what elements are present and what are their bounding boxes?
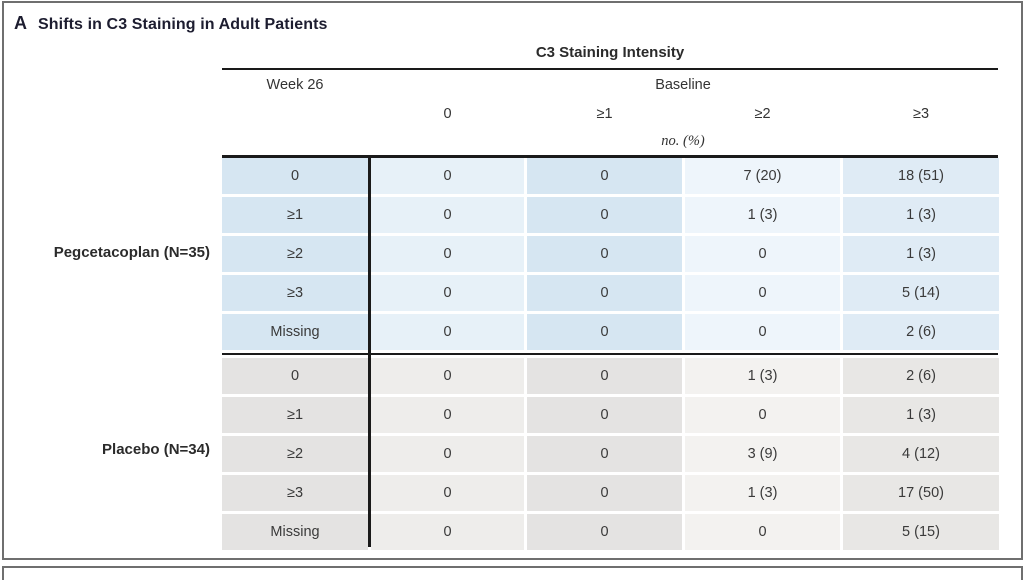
data-cell: 0 <box>527 274 682 311</box>
row-label-cell: ≥3 <box>222 474 368 511</box>
data-cell: 0 <box>371 357 524 394</box>
data-cell: 18 (51) <box>843 157 999 194</box>
table-row: ≥1 0 0 1 (3) 1 (3) <box>222 196 999 233</box>
group-label-pegcetacoplan: Pegcetacoplan (N=35) <box>53 244 210 261</box>
vertical-divider-line <box>368 157 371 547</box>
panel-title: A Shifts in C3 Staining in Adult Patient… <box>14 13 328 34</box>
table-row: Missing 0 0 0 5 (15) <box>222 513 999 550</box>
table-title: C3 Staining Intensity <box>535 44 685 61</box>
row-label-cell: ≥2 <box>222 435 368 472</box>
table-row: Missing 0 0 0 2 (6) <box>222 313 999 350</box>
data-cell: 1 (3) <box>843 235 999 272</box>
data-cell: 0 <box>371 513 524 550</box>
data-cell: 0 <box>371 396 524 433</box>
data-cell: 0 <box>527 357 682 394</box>
data-cell: 4 (12) <box>843 435 999 472</box>
data-cell: 0 <box>527 396 682 433</box>
group-divider-rule <box>222 352 998 355</box>
data-cell: 1 (3) <box>685 196 840 233</box>
data-cell: 1 (3) <box>685 474 840 511</box>
data-cell: 2 (6) <box>843 357 999 394</box>
data-cell: 0 <box>371 196 524 233</box>
data-cell: 1 (3) <box>843 396 999 433</box>
unit-note: no. (%) <box>661 133 705 149</box>
header-rule-top <box>222 68 998 70</box>
row-label-cell: 0 <box>222 157 368 194</box>
data-cell: 0 <box>685 396 840 433</box>
data-cell: 0 <box>371 313 524 350</box>
data-cell: 0 <box>685 235 840 272</box>
data-cell: 0 <box>371 157 524 194</box>
data-cell: 0 <box>371 235 524 272</box>
table-row: ≥2 0 0 0 1 (3) <box>222 235 999 272</box>
data-cell: 0 <box>527 196 682 233</box>
header-row-columns: 0 ≥1 ≥2 ≥3 <box>222 99 998 128</box>
data-cell: 1 (3) <box>685 357 840 394</box>
panel-b-border-top <box>2 566 1023 580</box>
data-cell: 0 <box>527 157 682 194</box>
data-cell: 1 (3) <box>843 196 999 233</box>
data-cell: 7 (20) <box>685 157 840 194</box>
data-rule-top <box>222 155 998 158</box>
data-cell: 2 (6) <box>843 313 999 350</box>
data-cell: 0 <box>527 435 682 472</box>
row-label-cell: Missing <box>222 513 368 550</box>
row-label-cell: ≥1 <box>222 196 368 233</box>
table-row: ≥3 0 0 0 5 (14) <box>222 274 999 311</box>
data-cell: 0 <box>371 474 524 511</box>
row-label-cell: ≥2 <box>222 235 368 272</box>
data-cell: 5 (15) <box>843 513 999 550</box>
row-axis-header: Week 26 <box>266 76 324 93</box>
header-row-axis: Week 26 Baseline <box>222 70 998 99</box>
data-cell: 5 (14) <box>843 274 999 311</box>
unit-row: no. (%) <box>222 128 998 155</box>
panel-title-text: Shifts in C3 Staining in Adult Patients <box>38 16 328 33</box>
data-cell: 0 <box>527 235 682 272</box>
data-cell: 0 <box>685 313 840 350</box>
panel-letter: A <box>14 13 27 33</box>
data-cell: 3 (9) <box>685 435 840 472</box>
column-header-2: ≥2 <box>754 105 771 122</box>
column-header-0: 0 <box>443 105 452 122</box>
table-row: ≥1 0 0 0 1 (3) <box>222 396 999 433</box>
data-cell: 0 <box>371 435 524 472</box>
table-row: ≥3 0 0 1 (3) 17 (50) <box>222 474 999 511</box>
row-label-cell: 0 <box>222 357 368 394</box>
col-axis-header: Baseline <box>655 76 711 93</box>
row-label-cell: Missing <box>222 313 368 350</box>
table-row: ≥2 0 0 3 (9) 4 (12) <box>222 435 999 472</box>
group-label-placebo: Placebo (N=34) <box>102 441 210 458</box>
row-label-cell: ≥1 <box>222 396 368 433</box>
column-header-3: ≥3 <box>912 105 930 122</box>
data-cell: 0 <box>527 513 682 550</box>
row-label-cell: ≥3 <box>222 274 368 311</box>
data-cell: 0 <box>685 274 840 311</box>
data-cell: 0 <box>527 474 682 511</box>
data-cell: 17 (50) <box>843 474 999 511</box>
data-cell: 0 <box>685 513 840 550</box>
data-cell: 0 <box>371 274 524 311</box>
data-cell: 0 <box>527 313 682 350</box>
column-header-1: ≥1 <box>596 105 613 122</box>
shift-table: C3 Staining Intensity Week 26 Baseline 0… <box>222 44 999 553</box>
